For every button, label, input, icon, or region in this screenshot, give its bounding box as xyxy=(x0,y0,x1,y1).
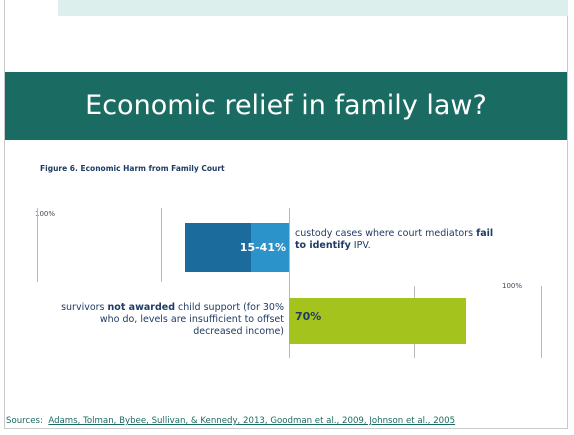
top-accent-bar xyxy=(58,0,568,16)
bar-not-awarded-description: survivors not awarded child support (for… xyxy=(61,302,284,337)
axis-line-upper-mid xyxy=(161,208,162,282)
slide-frame xyxy=(4,0,568,429)
bar-fail-identify-low xyxy=(185,223,251,272)
axis-line-right xyxy=(541,286,542,358)
bar-fail-identify-range xyxy=(251,223,289,272)
axis-label-left: 100% xyxy=(35,210,56,218)
figure-title: Figure 6. Economic Harm from Family Cour… xyxy=(40,164,225,173)
axis-line-center xyxy=(289,208,290,358)
sources-line: Sources: Adams, Tolman, Bybee, Sullivan,… xyxy=(6,416,574,426)
bar-not-awarded-value: 70% xyxy=(295,310,322,323)
bar-fail-identify-description: custody cases where court mediators fail… xyxy=(295,228,494,251)
axis-label-right: 100% xyxy=(502,282,523,290)
sources-label: Sources: xyxy=(6,416,43,426)
bar-fail-identify-value: 15-41% xyxy=(239,241,286,254)
title-band xyxy=(5,72,567,140)
axis-line-left xyxy=(37,208,38,282)
slide-title: Economic relief in family law? xyxy=(85,90,487,121)
sources-references[interactable]: Adams, Tolman, Bybee, Sullivan, & Kenned… xyxy=(48,416,456,426)
bar-not-awarded xyxy=(289,298,466,344)
